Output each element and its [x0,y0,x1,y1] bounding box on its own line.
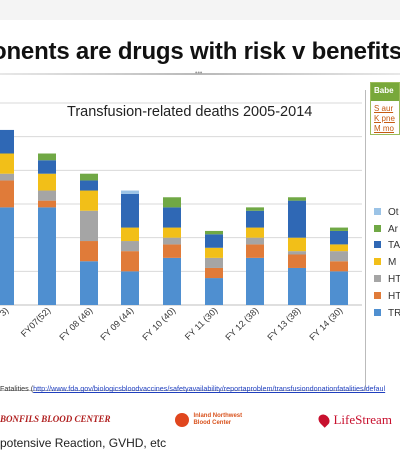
footer-text: potensive Reaction, GVHD, etc [0,436,167,450]
legend-swatch [374,309,381,316]
inland-logo: Inland Northwest Blood Center [175,411,242,429]
legend-swatch [374,275,381,282]
chart-title: Transfusion-related deaths 2005-2014 [67,104,313,120]
source-citation: Fatalities (http://www.fda.gov/biologics… [0,384,400,393]
legend-label: M [388,257,396,268]
header-band [0,0,400,20]
legend-label: Ot [388,207,399,218]
drop-icon [175,412,189,427]
organism-callout: Babe S aur K pne M mo [370,82,400,135]
lifestream-logo: LifeStream [316,411,392,429]
legend-label: HT [388,291,400,302]
lifestream-name: LifeStream [333,411,392,427]
legend-swatch [374,258,381,265]
callout-heading: Babe [371,83,399,101]
source-prefix: Fatalities ( [0,384,34,393]
legend-swatch [374,292,381,299]
legend-label: TR [388,308,400,319]
inland-name-line1: Inland Northwest [193,412,243,419]
divider-dots: ••• [195,70,203,77]
logo-strip: BONFILS BLOOD CENTER Inland Northwest Bl… [0,406,400,450]
legend-swatch [374,208,381,215]
callout-line: M mo [374,124,394,133]
bonfiles-logo: BONFILS BLOOD CENTER [0,414,111,424]
slide-title: onents are drugs with risk v benefits [0,38,400,65]
title-divider [0,73,400,75]
callout-line: K pne [374,114,395,123]
legend-swatch [374,225,381,232]
legend-label: HT [388,274,400,285]
source-link[interactable]: http://www.fda.gov/biologicsbloodvaccine… [33,384,386,393]
legend-label: TA [388,240,400,251]
drop-icon [316,411,332,428]
chart-area [0,90,366,391]
legend-swatch [374,241,381,248]
callout-line: S aur [374,104,394,113]
inland-name-line2: Blood Center [193,419,232,426]
legend-label: Ar [388,224,399,235]
